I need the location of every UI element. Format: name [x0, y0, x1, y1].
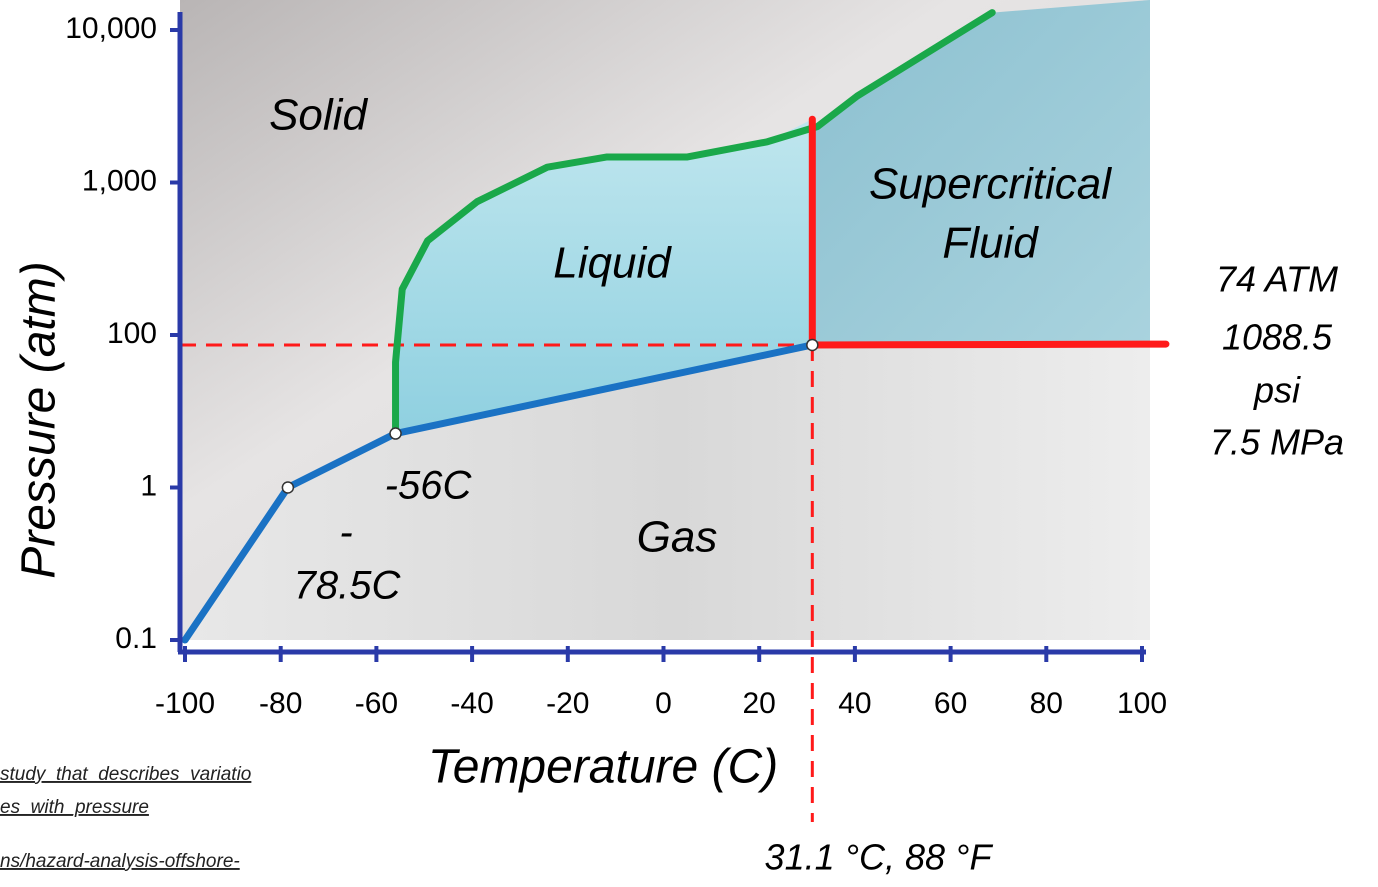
critical-note: psi — [1253, 370, 1301, 411]
critical-note: 31.1 °C, 88 °F — [765, 837, 994, 878]
x-tick-label: 100 — [1117, 687, 1167, 720]
x-tick-label: 80 — [1030, 687, 1063, 720]
phase-boundary — [812, 344, 1166, 345]
x-tick-label: -100 — [155, 687, 215, 720]
x-tick-label: 0 — [655, 687, 672, 720]
critical-note: 74 ATM — [1216, 259, 1338, 300]
y-axis-label: Pressure (atm) — [13, 261, 66, 578]
phase-point — [282, 482, 293, 493]
x-tick-label: 40 — [838, 687, 871, 720]
page: {"chart_data": { "type": "line", "x_labe… — [0, 0, 1378, 882]
y-tick-label: 1 — [140, 469, 157, 502]
x-tick-label: -40 — [450, 687, 493, 720]
region-label: Fluid — [942, 219, 1039, 268]
region-label: Supercritical — [869, 160, 1112, 209]
y-tick-label: 10,000 — [65, 12, 157, 45]
region-label: Liquid — [553, 239, 672, 288]
y-tick-label: 0.1 — [115, 622, 157, 655]
phase-point — [807, 339, 818, 350]
chart: 0.111001,00010,000-100-80-60-40-20020406… — [0, 0, 1378, 882]
region-label: Solid — [269, 91, 368, 140]
x-tick-label: -20 — [546, 687, 589, 720]
point-label: 78.5C — [294, 564, 402, 608]
x-tick-label: -80 — [259, 687, 302, 720]
source-link[interactable]: es_with_pressure — [0, 797, 149, 818]
y-tick-label: 100 — [107, 317, 157, 350]
source-link[interactable]: study_that_describes_variatio — [0, 764, 251, 785]
x-tick-label: 20 — [743, 687, 776, 720]
phase-point — [390, 428, 401, 439]
point-label: - — [339, 511, 352, 555]
x-tick-label: 60 — [934, 687, 967, 720]
region-label: Gas — [637, 513, 718, 562]
y-tick-label: 1,000 — [82, 164, 157, 197]
point-label: -56C — [385, 464, 473, 508]
x-axis-label: Temperature (C) — [428, 741, 778, 794]
x-tick-label: -60 — [355, 687, 398, 720]
critical-note: 1088.5 — [1222, 317, 1333, 358]
source-link[interactable]: ns/hazard-analysis-offshore- — [0, 851, 240, 872]
critical-note: 7.5 MPa — [1210, 422, 1344, 463]
